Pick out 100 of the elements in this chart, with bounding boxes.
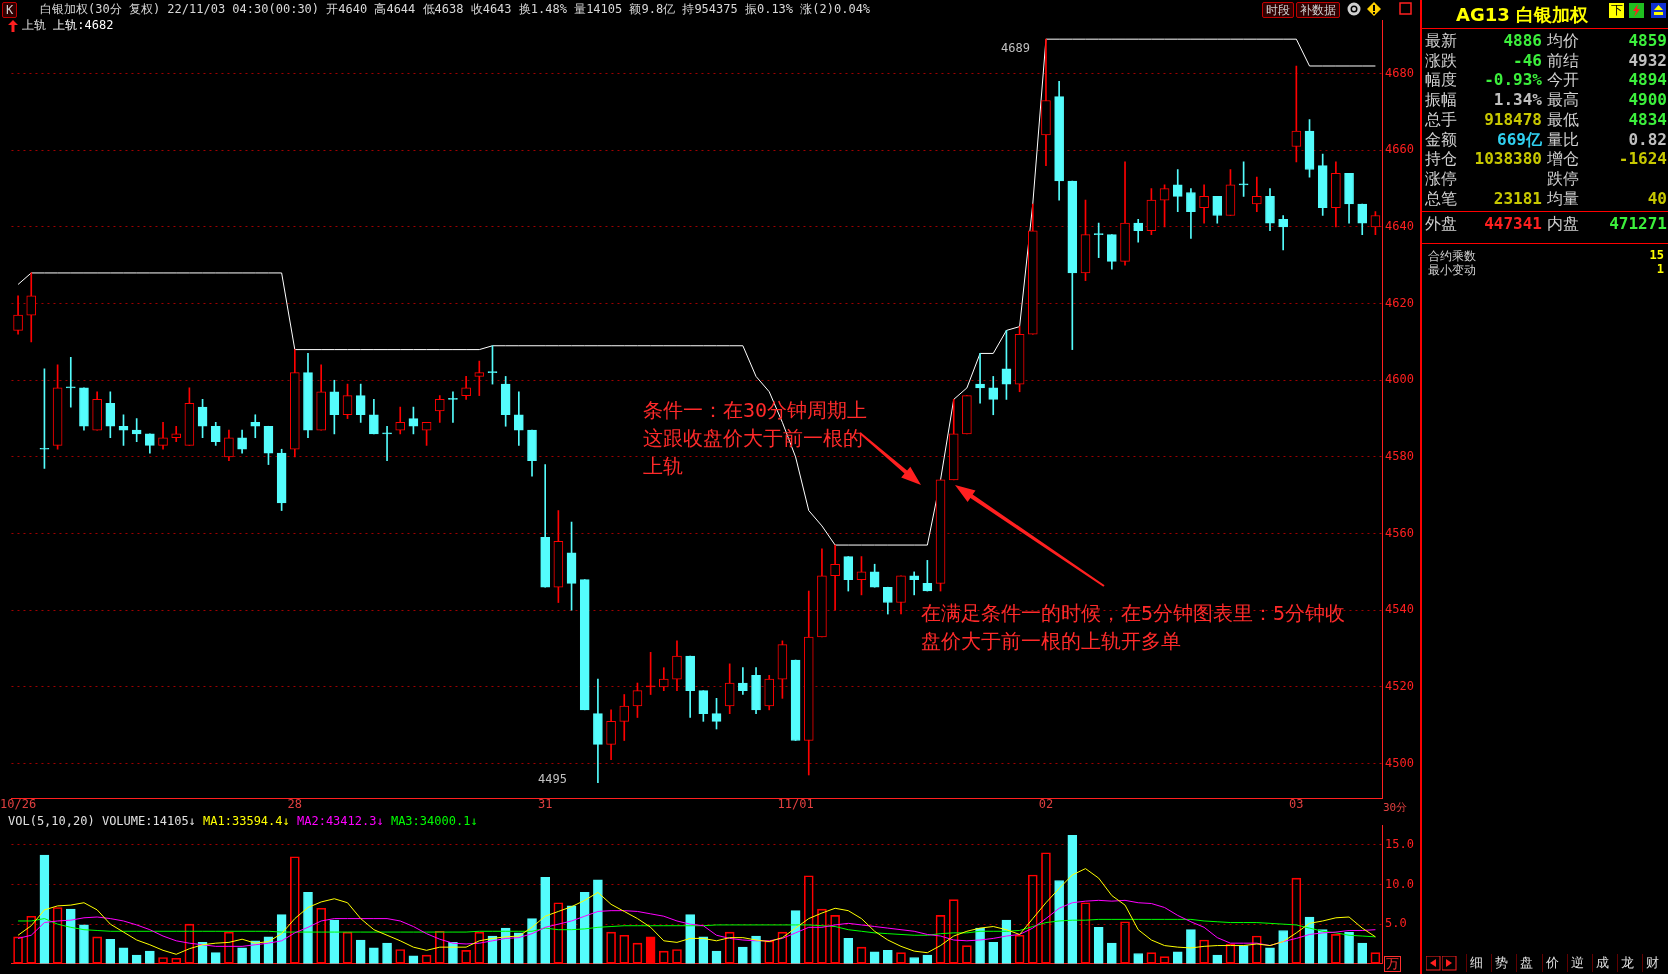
category-label: 增仓 bbox=[1547, 149, 1579, 171]
category-label: 振幅 bbox=[1425, 90, 1457, 111]
text: 成 bbox=[1592, 954, 1609, 972]
category-label: 前结 bbox=[1547, 50, 1579, 72]
bar bbox=[105, 938, 116, 964]
category-label: 外盘 bbox=[1425, 214, 1457, 235]
text: 0.82 bbox=[1628, 129, 1667, 149]
bar bbox=[514, 932, 524, 964]
category-label: 量比 bbox=[1547, 129, 1579, 151]
bar bbox=[751, 935, 761, 964]
category-label: 最高 bbox=[1547, 90, 1579, 112]
category-label: 均量 bbox=[1547, 188, 1579, 210]
y-tick-label: 15.0 bbox=[1385, 836, 1414, 851]
annotation: 在满足条件一的时候，在5分钟图表里：5分钟收盘价大于前一根的上轨开多单 bbox=[921, 600, 1347, 655]
text: -1624 bbox=[1618, 149, 1667, 169]
bar bbox=[1278, 930, 1288, 964]
text: MA3:34000.1↓ bbox=[389, 814, 478, 828]
bar bbox=[1317, 929, 1328, 964]
text: 40 bbox=[1647, 188, 1667, 208]
text: 4900 bbox=[1628, 90, 1667, 110]
bar bbox=[738, 946, 748, 964]
text: 4834 bbox=[1628, 109, 1667, 129]
bar bbox=[79, 924, 89, 964]
bar bbox=[843, 938, 854, 964]
y-tick-label: 4600 bbox=[1385, 372, 1414, 387]
bar bbox=[303, 892, 313, 964]
candlestick bbox=[250, 414, 261, 439]
candlestick bbox=[1251, 176, 1262, 212]
category-label: 最小变动 bbox=[1428, 262, 1476, 279]
bar bbox=[975, 927, 985, 964]
text: 龙 bbox=[1617, 954, 1635, 972]
text: -0.93% bbox=[1484, 70, 1542, 90]
y-tick-label: 4500 bbox=[1385, 755, 1414, 770]
y-tick-label: 5.0 bbox=[1385, 916, 1407, 931]
text: 1 bbox=[1656, 262, 1664, 276]
text: MA1:33594.4↓ bbox=[202, 814, 290, 828]
x-tick-label: 10/26 bbox=[0, 797, 37, 812]
text: 财 bbox=[1642, 954, 1660, 972]
text: MA2:43412.3↓ bbox=[296, 814, 384, 828]
text: 23181 bbox=[1493, 188, 1542, 208]
category-label: 今开 bbox=[1547, 70, 1579, 91]
category-label: 合约乘数 bbox=[1428, 248, 1476, 264]
y-tick-label: 10.0 bbox=[1385, 876, 1414, 891]
text: 4932 bbox=[1628, 50, 1667, 70]
y-tick-label: 4640 bbox=[1385, 219, 1414, 234]
category-label: 涨停 bbox=[1425, 168, 1457, 190]
category-label: 最低 bbox=[1547, 109, 1579, 131]
category-label: 总笔 bbox=[1425, 188, 1457, 210]
text: 细 bbox=[1466, 954, 1483, 972]
legend-title: VOLUME:14105↓ bbox=[101, 814, 196, 828]
text: 时段 bbox=[1262, 2, 1294, 18]
y-tick-label: 4560 bbox=[1385, 525, 1414, 540]
candlestick bbox=[65, 356, 76, 408]
text: 逆 bbox=[1566, 954, 1584, 972]
category-label: 内盘 bbox=[1547, 214, 1579, 235]
bar bbox=[1054, 880, 1064, 964]
text: 4886 bbox=[1503, 31, 1542, 50]
text: 4859 bbox=[1628, 31, 1667, 50]
bar bbox=[355, 939, 366, 964]
candlestick bbox=[1278, 215, 1288, 251]
y-tick-label: 4580 bbox=[1385, 449, 1414, 464]
x-tick-label: 31 bbox=[537, 797, 553, 812]
text: 30分 bbox=[1383, 800, 1408, 814]
y-tick-label: 4620 bbox=[1385, 295, 1414, 310]
category-label: 持仓 bbox=[1425, 149, 1457, 171]
text: 下 bbox=[1609, 3, 1624, 18]
bar bbox=[65, 908, 76, 964]
text: 势 bbox=[1491, 954, 1509, 972]
text: 价 bbox=[1541, 954, 1559, 972]
text: 盘 bbox=[1516, 954, 1534, 972]
x-tick-label: 28 bbox=[287, 797, 303, 812]
text: -46 bbox=[1513, 50, 1542, 70]
y-tick-label: 4520 bbox=[1385, 678, 1414, 693]
text: 补数据 bbox=[1296, 2, 1340, 18]
category-label: 跌停 bbox=[1547, 168, 1579, 190]
bar bbox=[685, 914, 695, 964]
category-label: 涨跌 bbox=[1425, 50, 1457, 71]
text: 918478 bbox=[1484, 109, 1542, 129]
bar bbox=[988, 942, 999, 964]
bar bbox=[540, 877, 551, 964]
x-tick-label: 03 bbox=[1289, 797, 1304, 812]
y-tick-label: 4540 bbox=[1385, 602, 1414, 617]
text: 447341 bbox=[1484, 214, 1542, 233]
bar bbox=[1238, 945, 1249, 964]
text: 471271 bbox=[1609, 214, 1667, 233]
text: 1.34% bbox=[1493, 90, 1542, 110]
y-tick-label: 4660 bbox=[1385, 142, 1414, 157]
annotation: 4689 bbox=[1001, 41, 1030, 55]
bar bbox=[1107, 942, 1117, 964]
category-label: 总手 bbox=[1425, 109, 1457, 131]
bar bbox=[1344, 931, 1354, 964]
bar bbox=[593, 879, 603, 964]
chart-title: 白银加权(30分 复权) 22/11/03 04:30(00:30) 开4640 高4644 低4638 收4643 换1.48% 量14105 额9.8亿 持954375 振0.13% 涨(2)0.04% bbox=[40, 1, 871, 18]
category-label: 幅度 bbox=[1425, 70, 1457, 92]
bar bbox=[1186, 929, 1196, 964]
candlestick bbox=[909, 571, 920, 596]
text: 4894 bbox=[1628, 70, 1667, 90]
candlestick bbox=[830, 544, 840, 611]
text: 15 bbox=[1649, 248, 1664, 262]
bar bbox=[382, 942, 392, 964]
